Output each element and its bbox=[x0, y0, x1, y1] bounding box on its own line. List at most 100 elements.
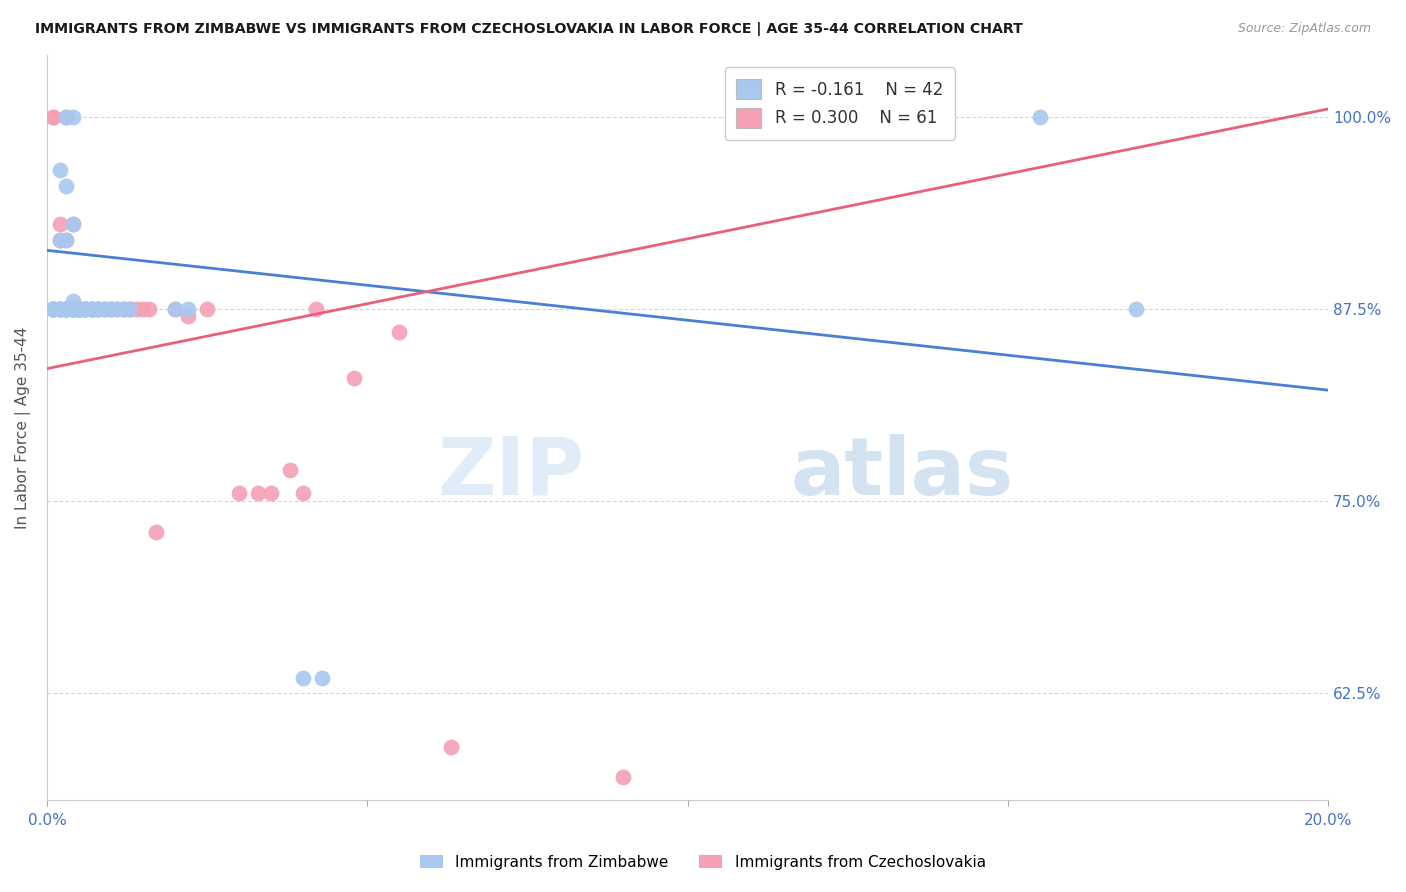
Point bbox=[55, 110, 77, 124]
Point bbox=[75, 301, 97, 316]
Point bbox=[49, 301, 72, 316]
Point bbox=[112, 301, 135, 316]
Point bbox=[49, 301, 72, 316]
Point bbox=[612, 771, 634, 785]
Point bbox=[67, 301, 90, 316]
Point bbox=[62, 301, 84, 316]
Text: atlas: atlas bbox=[790, 434, 1014, 511]
Point bbox=[80, 301, 103, 316]
Text: ZIP: ZIP bbox=[437, 434, 585, 511]
Point bbox=[93, 301, 115, 316]
Point bbox=[388, 325, 411, 339]
Point bbox=[112, 301, 135, 316]
Point bbox=[49, 163, 72, 178]
Point bbox=[107, 301, 129, 316]
Point bbox=[120, 301, 142, 316]
Point bbox=[42, 301, 65, 316]
Point bbox=[67, 301, 90, 316]
Point bbox=[67, 301, 90, 316]
Point bbox=[132, 301, 155, 316]
Point bbox=[55, 178, 77, 193]
Point bbox=[62, 301, 84, 316]
Text: IMMIGRANTS FROM ZIMBABWE VS IMMIGRANTS FROM CZECHOSLOVAKIA IN LABOR FORCE | AGE : IMMIGRANTS FROM ZIMBABWE VS IMMIGRANTS F… bbox=[35, 22, 1024, 37]
Point bbox=[93, 301, 115, 316]
Point bbox=[177, 310, 200, 324]
Point bbox=[343, 371, 366, 385]
Point bbox=[49, 301, 72, 316]
Point bbox=[80, 301, 103, 316]
Point bbox=[87, 301, 110, 316]
Point bbox=[55, 301, 77, 316]
Point bbox=[42, 110, 65, 124]
Point bbox=[55, 301, 77, 316]
Point bbox=[107, 301, 129, 316]
Point bbox=[55, 233, 77, 247]
Point bbox=[55, 301, 77, 316]
Point bbox=[292, 486, 315, 500]
Point bbox=[165, 301, 187, 316]
Point bbox=[75, 301, 97, 316]
Point bbox=[49, 217, 72, 231]
Point bbox=[125, 301, 148, 316]
Point bbox=[228, 486, 250, 500]
Point bbox=[100, 301, 122, 316]
Point bbox=[62, 301, 84, 316]
Point bbox=[80, 301, 103, 316]
Point bbox=[42, 301, 65, 316]
Point bbox=[1125, 301, 1147, 316]
Point bbox=[87, 301, 110, 316]
Point bbox=[439, 739, 461, 754]
Point bbox=[42, 110, 65, 124]
Point bbox=[93, 301, 115, 316]
Point bbox=[55, 301, 77, 316]
Point bbox=[247, 486, 270, 500]
Point bbox=[120, 301, 142, 316]
Point bbox=[292, 671, 315, 685]
Point bbox=[55, 110, 77, 124]
Point bbox=[75, 301, 97, 316]
Point bbox=[165, 301, 187, 316]
Point bbox=[49, 233, 72, 247]
Point bbox=[49, 301, 72, 316]
Legend: Immigrants from Zimbabwe, Immigrants from Czechoslovakia: Immigrants from Zimbabwe, Immigrants fro… bbox=[413, 847, 993, 877]
Point bbox=[87, 301, 110, 316]
Point bbox=[80, 301, 103, 316]
Point bbox=[280, 463, 302, 477]
Point bbox=[62, 301, 84, 316]
Point bbox=[67, 301, 90, 316]
Point bbox=[87, 301, 110, 316]
Point bbox=[138, 301, 160, 316]
Point bbox=[49, 301, 72, 316]
Point bbox=[75, 301, 97, 316]
Point bbox=[67, 301, 90, 316]
Point bbox=[62, 217, 84, 231]
Point bbox=[120, 301, 142, 316]
Legend: R = -0.161    N = 42, R = 0.300    N = 61: R = -0.161 N = 42, R = 0.300 N = 61 bbox=[724, 67, 955, 139]
Point bbox=[112, 301, 135, 316]
Point bbox=[311, 671, 333, 685]
Point bbox=[260, 486, 283, 500]
Point bbox=[42, 301, 65, 316]
Point bbox=[55, 301, 77, 316]
Point bbox=[55, 301, 77, 316]
Point bbox=[75, 301, 97, 316]
Point bbox=[62, 217, 84, 231]
Point bbox=[42, 301, 65, 316]
Point bbox=[67, 301, 90, 316]
Point bbox=[75, 301, 97, 316]
Point bbox=[55, 301, 77, 316]
Point bbox=[1029, 110, 1052, 124]
Point bbox=[49, 233, 72, 247]
Point bbox=[80, 301, 103, 316]
Point bbox=[75, 301, 97, 316]
Point bbox=[49, 301, 72, 316]
Point bbox=[145, 524, 167, 539]
Text: Source: ZipAtlas.com: Source: ZipAtlas.com bbox=[1237, 22, 1371, 36]
Point bbox=[67, 301, 90, 316]
Point bbox=[42, 301, 65, 316]
Point bbox=[62, 293, 84, 308]
Point bbox=[100, 301, 122, 316]
Point bbox=[55, 301, 77, 316]
Point bbox=[62, 301, 84, 316]
Point bbox=[305, 301, 328, 316]
